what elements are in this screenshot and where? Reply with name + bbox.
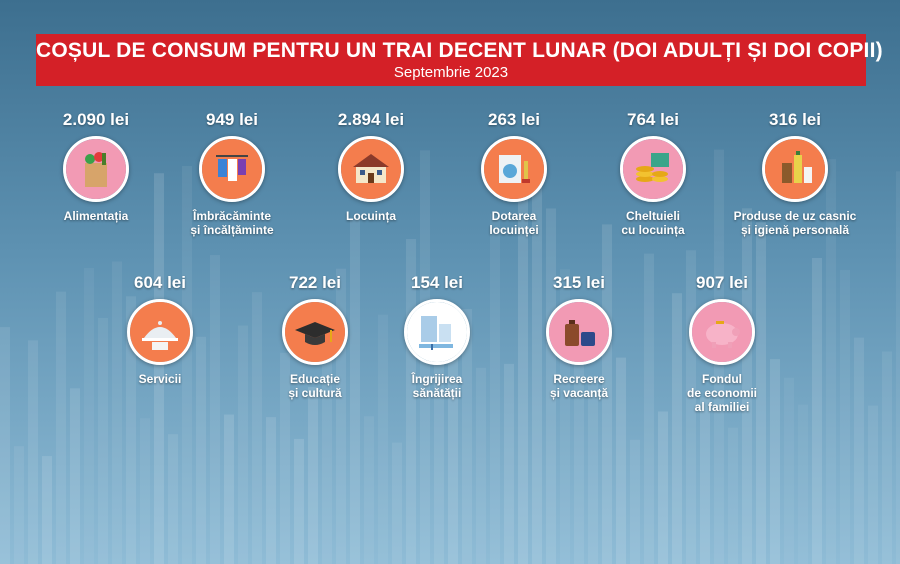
item-label: Dotarea: [491, 209, 537, 223]
item-label: Educație: [289, 372, 340, 386]
item-price: 316 lei: [769, 110, 821, 129]
item-label: cu locuința: [621, 223, 685, 237]
item-price: 154 lei: [411, 273, 463, 292]
item-ingrijirea-sanatatii: 154 lei Îngrijirea sănătății: [362, 273, 512, 400]
item-label: Cheltuieli: [625, 209, 680, 223]
clothes-rack-icon: [199, 136, 265, 202]
item-label: Îmbrăcăminte: [192, 209, 272, 223]
item-price: 604 lei: [134, 273, 186, 292]
item-price: 907 lei: [696, 273, 748, 292]
food-cloche-icon: [127, 299, 193, 365]
item-price: 764 lei: [627, 110, 679, 129]
piggy-bank-icon: [689, 299, 755, 365]
grocery-bag-icon: [63, 136, 129, 202]
item-locuinta: 2.894 lei Locuința: [296, 110, 446, 223]
title-banner: COȘUL DE CONSUM PENTRU UN TRAI DECENT LU…: [36, 34, 883, 86]
cleaning-products-icon: [762, 136, 828, 202]
item-cheltuieli-locuinta: 764 lei Cheltuieli cu locuința: [578, 110, 728, 237]
item-label: Recreere: [553, 372, 605, 386]
item-price: 949 lei: [206, 110, 258, 129]
hospital-syringe-icon: [404, 299, 470, 365]
house-icon: [338, 136, 404, 202]
page-title: COȘUL DE CONSUM PENTRU UN TRAI DECENT LU…: [36, 39, 883, 62]
item-label: Locuința: [346, 209, 396, 223]
item-label: și cultură: [288, 386, 342, 400]
page-subtitle: Septembrie 2023: [393, 64, 509, 81]
suitcase-icon: [546, 299, 612, 365]
item-label: Îngrijirea: [411, 372, 463, 386]
graduation-cap-icon: [282, 299, 348, 365]
item-price: 2.894 lei: [337, 110, 405, 129]
item-label: Fondul: [702, 372, 742, 386]
item-label: și igienă personală: [740, 223, 850, 237]
item-label: Alimentația: [63, 209, 129, 223]
item-educatie: 722 lei Educație și cultură: [240, 273, 390, 400]
item-dotarea-locuintei: 263 lei Dotarea locuinței: [439, 110, 589, 237]
item-price: 722 lei: [289, 273, 341, 292]
item-servicii: 604 lei Servicii: [85, 273, 235, 386]
item-price: 263 lei: [488, 110, 540, 129]
item-label: Servicii: [138, 372, 182, 386]
item-label: de economii: [686, 386, 757, 400]
item-alimentatia: 2.090 lei Alimentația: [21, 110, 171, 223]
item-imbracaminte: 949 lei Îmbrăcăminte și încălțăminte: [157, 110, 307, 237]
item-label: sănătății: [412, 386, 462, 400]
item-recreere: 315 lei Recreere și vacanță: [504, 273, 654, 400]
item-produse-uz-casnic: 316 lei Produse de uz casnic și igienă p…: [720, 110, 870, 237]
item-label: al familiei: [694, 400, 750, 414]
item-label: Produse de uz casnic: [733, 209, 857, 223]
item-label: și vacanță: [549, 386, 609, 400]
item-price: 2.090 lei: [62, 110, 130, 129]
item-fondul-economii: 907 lei Fondul de economii al familiei: [647, 273, 797, 414]
item-label: și încălțăminte: [190, 223, 274, 237]
item-label: locuinței: [489, 223, 539, 237]
washing-machine-icon: [481, 136, 547, 202]
item-price: 315 lei: [553, 273, 605, 292]
coins-icon: [620, 136, 686, 202]
